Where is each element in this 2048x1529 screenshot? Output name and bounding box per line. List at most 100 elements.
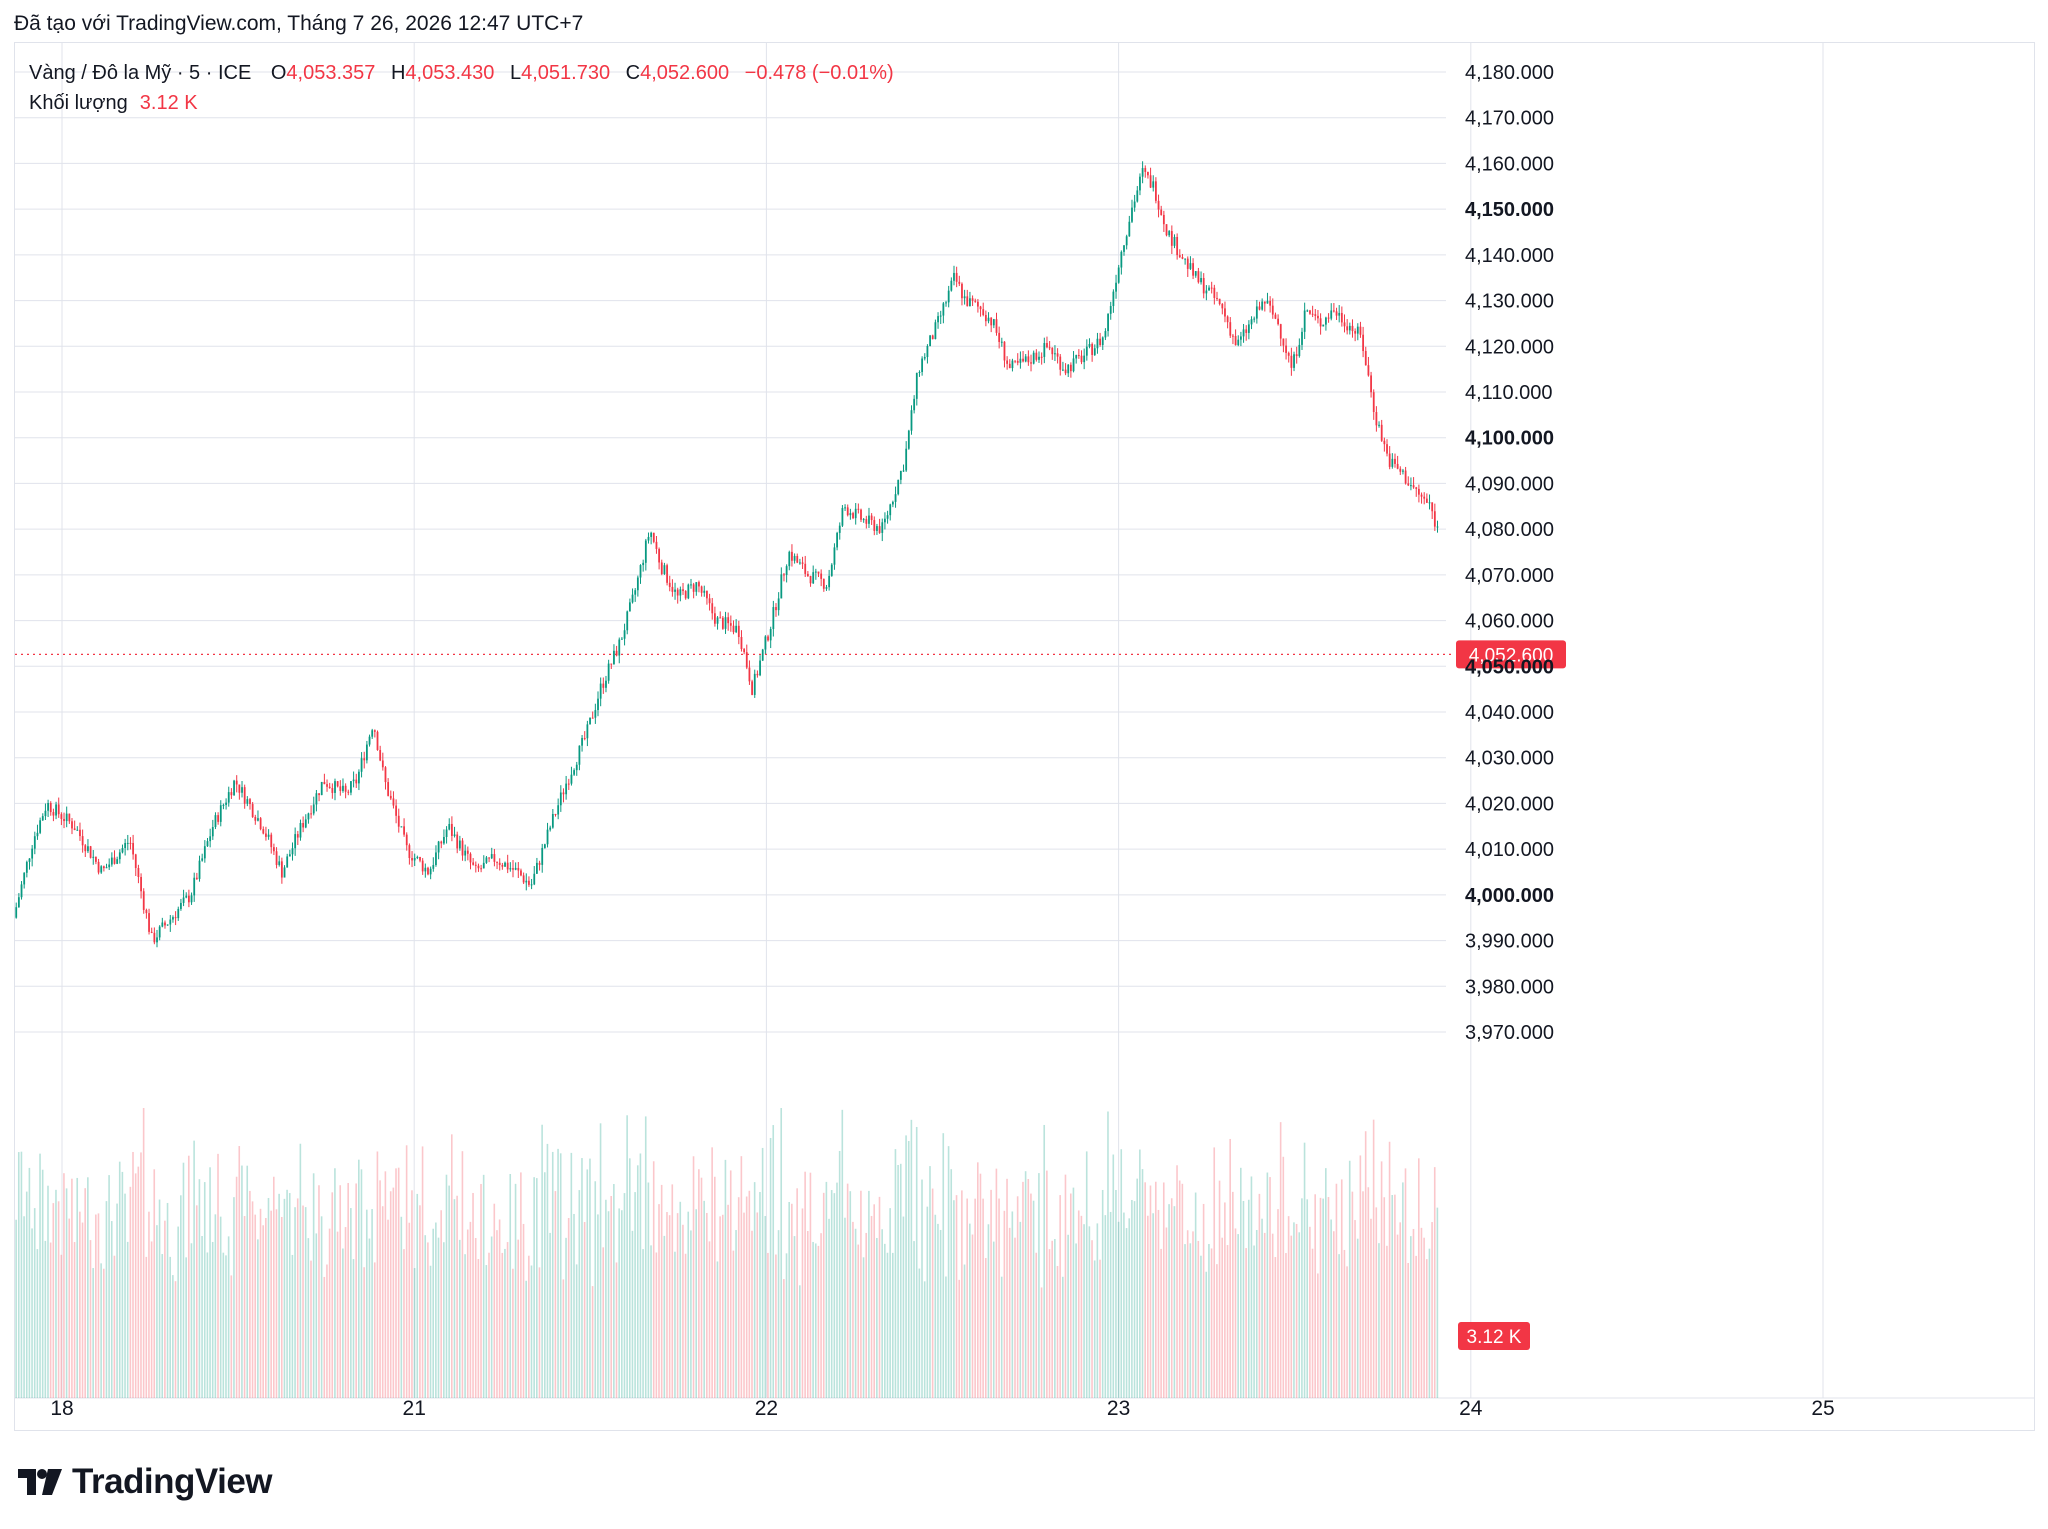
candle-body [283, 867, 286, 878]
volume-bar [913, 1241, 915, 1398]
volume-bar [578, 1190, 581, 1398]
volume-bar [772, 1125, 775, 1398]
candle-body [801, 562, 804, 564]
volume-bar [769, 1137, 772, 1398]
candle-body [254, 816, 257, 821]
volume-bar [921, 1179, 923, 1398]
candle-body [493, 854, 496, 862]
candle-body [1309, 310, 1311, 314]
volume-bar [660, 1184, 663, 1398]
volume-bar [113, 1255, 116, 1398]
candle-body [57, 804, 60, 815]
candle-body [804, 563, 807, 574]
candle-body [339, 786, 342, 791]
y-tick-label: 4,090.000 [1465, 473, 1554, 495]
volume-bar [1059, 1195, 1061, 1398]
volume-bar [381, 1206, 384, 1398]
candle-body [469, 853, 472, 863]
volume-bar [222, 1252, 225, 1398]
candle-body [543, 844, 546, 848]
volume-bar [1168, 1204, 1170, 1398]
volume-bar [565, 1237, 567, 1398]
candle-body [945, 302, 947, 304]
volume-bar [1354, 1220, 1356, 1398]
candle-body [1306, 310, 1309, 312]
volume-bar [865, 1232, 868, 1398]
volume-bar [350, 1208, 352, 1398]
volume-bar [804, 1171, 806, 1398]
candle-body [187, 895, 190, 903]
volume-bar [1372, 1119, 1375, 1398]
candle-body [578, 745, 581, 765]
candle-body [326, 784, 328, 787]
volume-bar [1388, 1141, 1391, 1398]
volume-bar [708, 1241, 711, 1398]
candle-body [700, 586, 703, 593]
volume-badge-label: 3.12 K [1467, 1327, 1522, 1348]
candle-body [265, 833, 267, 837]
candle-body [761, 649, 764, 661]
candle-body [323, 781, 326, 785]
volume-bar [474, 1238, 477, 1398]
candle-body [1056, 353, 1059, 357]
volume-value: 3.12 K [139, 92, 198, 114]
volume-bar [1226, 1245, 1229, 1398]
volume-bar [365, 1209, 368, 1398]
candle-body [20, 884, 23, 898]
candle-body [1362, 334, 1365, 352]
candle-body [1208, 287, 1210, 291]
candle-body [825, 587, 828, 589]
candle-body [227, 792, 230, 803]
candle-body [926, 346, 929, 358]
volume-bar [1072, 1187, 1075, 1398]
candle-body [230, 792, 233, 796]
candle-body [1420, 494, 1423, 497]
candle-body [902, 470, 905, 472]
volume-bar [145, 1256, 148, 1398]
candle-body [891, 501, 894, 505]
candle-body [1412, 485, 1415, 488]
volume-bar [493, 1203, 496, 1398]
volume-bar [182, 1162, 185, 1398]
candle-body [219, 805, 222, 822]
candle-body [897, 479, 900, 495]
candle-body [575, 764, 578, 771]
volume-bar [1139, 1149, 1141, 1398]
candle-body [1250, 319, 1253, 325]
volume-bar [1266, 1172, 1269, 1398]
candle-body [517, 867, 520, 871]
candle-body [565, 783, 568, 795]
candle-body [1123, 245, 1125, 252]
volume-bar [376, 1151, 379, 1398]
volume-bar [416, 1193, 419, 1398]
volume-bar [437, 1237, 440, 1398]
volume-bar [490, 1236, 493, 1398]
candle-body [618, 639, 621, 656]
volume-bar [363, 1267, 365, 1398]
candle-body [1332, 310, 1335, 312]
volume-bar [690, 1230, 692, 1398]
candle-body [674, 589, 676, 592]
volume-bar [219, 1216, 222, 1398]
candle-body [1099, 338, 1102, 345]
volume-bar [1088, 1226, 1091, 1398]
candle-body [1335, 311, 1338, 316]
candle-body [785, 566, 788, 575]
candle-body [249, 799, 251, 805]
volume-bar [698, 1169, 700, 1398]
volume-bar [445, 1174, 448, 1398]
volume-bar [1205, 1271, 1208, 1398]
volume-bar [1091, 1240, 1093, 1398]
candle-body [485, 857, 488, 863]
candle-body [177, 908, 180, 919]
candle-body [1016, 360, 1019, 363]
tradingview-logo[interactable]: TradingView [18, 1462, 273, 1502]
candle-body [777, 598, 780, 611]
volume-bar [1404, 1168, 1407, 1398]
volume-bar [230, 1275, 233, 1398]
candle-body [607, 663, 610, 681]
candle-body [169, 919, 172, 925]
candle-body [764, 636, 767, 650]
candle-body [788, 551, 791, 567]
